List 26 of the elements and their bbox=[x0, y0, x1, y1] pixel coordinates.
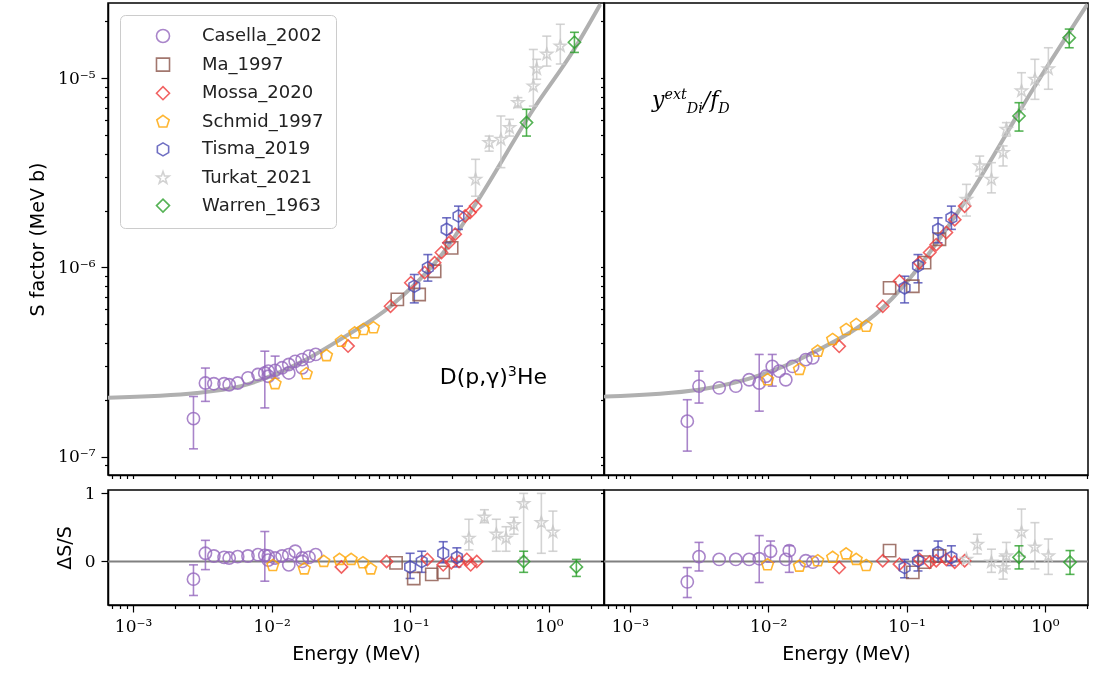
y-axis-title: S factor (MeV b) bbox=[26, 162, 49, 317]
legend-label: Tisma_2019 bbox=[201, 137, 311, 160]
annotation: D(p,γ)$^{3}$He bbox=[439, 362, 547, 391]
x-tick-label: 10⁻² bbox=[750, 615, 788, 636]
annotation: y$^{ext}$$_{Di}$/f$_{D}$ bbox=[652, 85, 730, 118]
legend-label: Schmid_1997 bbox=[202, 109, 324, 132]
legend-label: Casella_2002 bbox=[202, 24, 322, 46]
y-axis-title: ΔS/S bbox=[52, 526, 75, 570]
y-tick-label: 10⁻⁶ bbox=[58, 256, 96, 277]
x-tick-label: 10⁻¹ bbox=[392, 615, 430, 636]
x-axis-title: Energy (MeV) bbox=[782, 641, 911, 664]
x-tick-label: 10⁻³ bbox=[114, 615, 153, 636]
y-tick-label: 10⁻⁷ bbox=[58, 446, 96, 467]
legend-label: Ma_1997 bbox=[202, 52, 284, 75]
x-tick-label: 10⁰ bbox=[1031, 615, 1060, 636]
y-tick-label: 0 bbox=[84, 550, 96, 571]
legend-label: Mossa_2020 bbox=[202, 81, 314, 104]
y-tick-label: 1 bbox=[84, 482, 96, 503]
x-tick-label: 10⁻¹ bbox=[888, 615, 926, 636]
x-tick-label: 10⁻² bbox=[253, 615, 291, 636]
x-tick-label: 10⁻³ bbox=[611, 615, 650, 636]
x-tick-label: 10⁰ bbox=[535, 615, 564, 636]
x-axis-title: Energy (MeV) bbox=[292, 641, 421, 664]
legend-label: Warren_1963 bbox=[202, 193, 322, 216]
y-tick-label: 10⁻⁵ bbox=[58, 67, 96, 88]
legend-label: Turkat_2021 bbox=[201, 166, 313, 188]
